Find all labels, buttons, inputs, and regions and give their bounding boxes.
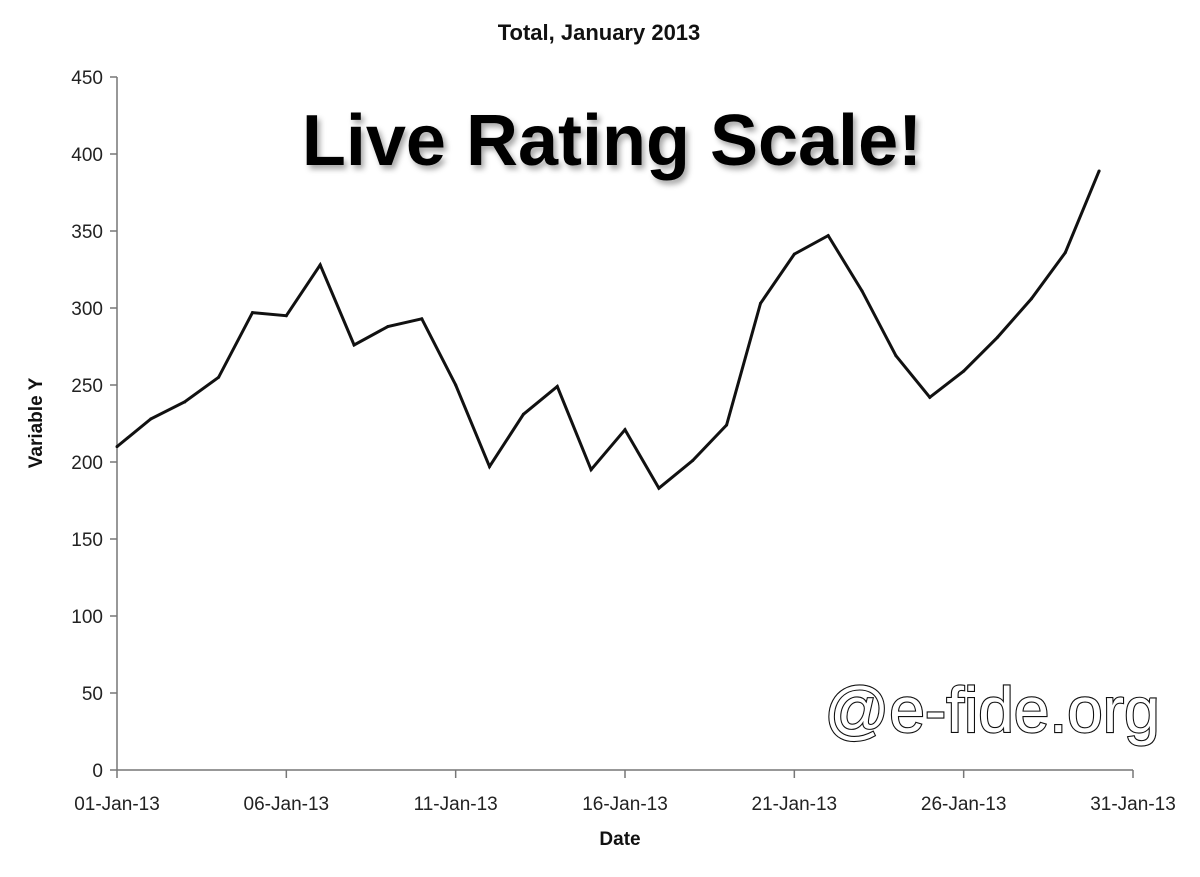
data-point <box>250 311 254 315</box>
data-point <box>488 465 492 469</box>
y-tick-label: 50 <box>82 684 103 705</box>
y-tick-label: 300 <box>71 299 103 320</box>
data-point <box>589 468 593 472</box>
data-point <box>996 335 1000 339</box>
data-point <box>1063 251 1067 255</box>
data-point <box>420 317 424 321</box>
data-point <box>352 343 356 347</box>
data-point <box>894 354 898 358</box>
data-point <box>1097 169 1101 173</box>
x-tick-label: 26-Jan-13 <box>921 794 1007 815</box>
data-point <box>454 383 458 387</box>
y-tick-label: 200 <box>71 453 103 474</box>
live-rating-headline: Live Rating Scale! <box>302 101 922 181</box>
data-point <box>318 263 322 267</box>
x-tick-label: 01-Jan-13 <box>74 794 160 815</box>
x-tick-label: 11-Jan-13 <box>414 794 498 815</box>
data-point <box>928 395 932 399</box>
data-point <box>826 234 830 238</box>
y-tick-label: 150 <box>71 530 103 551</box>
data-point <box>860 289 864 293</box>
y-axis-label: Variable Y <box>26 377 47 468</box>
y-tick-label: 350 <box>71 222 103 243</box>
data-point <box>115 445 119 449</box>
data-point <box>521 412 525 416</box>
y-axis: 0 50 100 150 200 250 300 350 400 450 <box>71 68 118 782</box>
data-point <box>386 324 390 328</box>
data-point <box>657 486 661 490</box>
x-axis-label: Date <box>599 829 640 850</box>
data-point <box>623 428 627 432</box>
data-point <box>792 252 796 256</box>
data-point <box>555 385 559 389</box>
data-point <box>758 301 762 305</box>
y-tick-label: 100 <box>71 607 103 628</box>
x-axis: 01-Jan-13 06-Jan-13 11-Jan-13 16-Jan-13 21-J… <box>74 769 1176 815</box>
x-tick-label: 21-Jan-13 <box>752 794 838 815</box>
data-point <box>725 423 729 427</box>
data-point <box>691 458 695 462</box>
y-tick-label: 250 <box>71 376 103 397</box>
data-point <box>217 375 221 379</box>
watermark-text: @e-fide.org <box>824 674 1159 746</box>
y-tick-label: 450 <box>71 68 103 89</box>
x-tick-label: 31-Jan-13 <box>1090 794 1176 815</box>
series-layer <box>115 169 1101 491</box>
data-point <box>1029 297 1033 301</box>
y-tick-label: 0 <box>92 761 103 782</box>
y-tick-label: 400 <box>71 145 103 166</box>
data-point <box>962 369 966 373</box>
x-tick-label: 06-Jan-13 <box>244 794 330 815</box>
data-point <box>284 314 288 318</box>
chart-title: Total, January 2013 <box>498 20 701 45</box>
data-point <box>183 400 187 404</box>
x-tick-label: 16-Jan-13 <box>582 794 668 815</box>
series-line-total <box>116 170 1101 491</box>
data-point <box>149 417 153 421</box>
